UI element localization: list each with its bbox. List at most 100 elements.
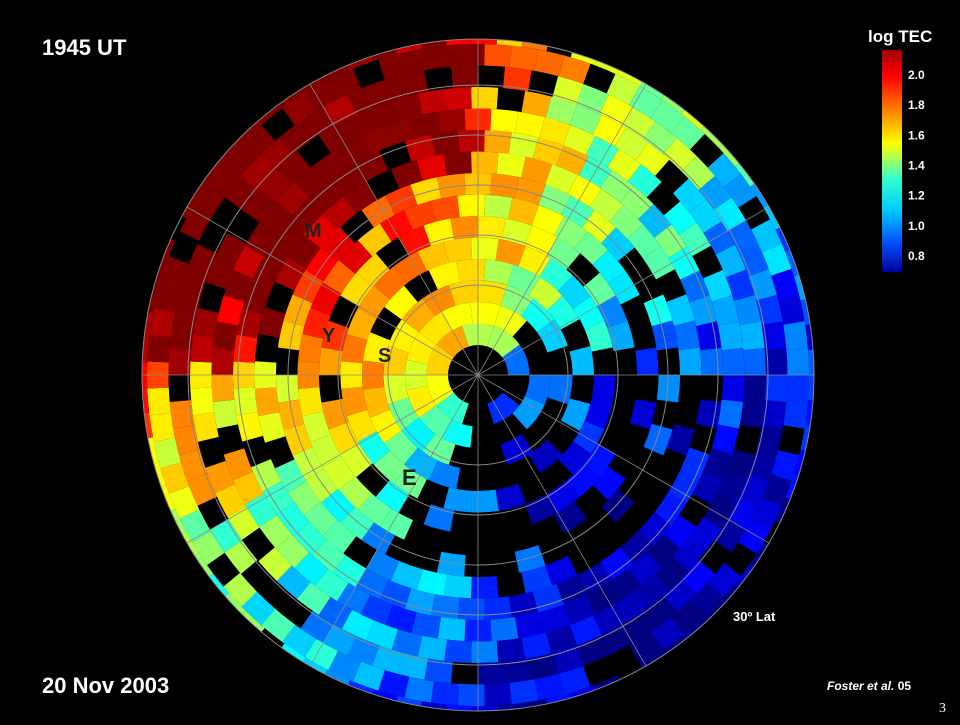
tec-cell bbox=[310, 282, 342, 316]
tec-cell bbox=[179, 509, 212, 543]
tec-cell bbox=[404, 447, 438, 480]
tec-cell bbox=[700, 348, 723, 375]
tec-cell bbox=[233, 471, 264, 505]
tec-cell bbox=[680, 447, 710, 480]
colorbar-tick-label: 1.0 bbox=[908, 219, 925, 233]
tec-cell bbox=[672, 537, 707, 572]
tec-cell bbox=[192, 308, 219, 338]
tec-cell bbox=[725, 269, 755, 302]
tec-cell bbox=[493, 305, 527, 337]
tec-cell bbox=[293, 521, 327, 556]
tec-cell bbox=[300, 610, 334, 644]
tec-cell bbox=[406, 332, 437, 365]
tec-cell bbox=[539, 258, 573, 291]
tec-cell bbox=[703, 269, 733, 302]
tec-cell bbox=[783, 400, 808, 429]
tec-cell bbox=[739, 321, 765, 351]
tec-cell bbox=[430, 681, 460, 706]
tec-cell bbox=[545, 96, 578, 125]
tec-cell bbox=[500, 285, 534, 316]
tec-cell bbox=[443, 151, 472, 176]
tec-cell bbox=[258, 412, 286, 443]
tec-cell bbox=[383, 375, 409, 405]
tec-cell bbox=[160, 256, 190, 288]
tec-cell bbox=[560, 398, 591, 431]
tec-cell bbox=[592, 249, 626, 284]
tec-cell bbox=[696, 399, 722, 429]
tec-cell bbox=[321, 227, 355, 262]
tec-cell bbox=[589, 188, 624, 222]
tec-cell bbox=[711, 295, 740, 326]
tec-cell bbox=[654, 492, 687, 526]
colorbar-tick-label: 1.4 bbox=[908, 159, 925, 173]
tec-cell bbox=[692, 471, 723, 505]
tec-cell bbox=[629, 86, 663, 119]
tec-cell bbox=[538, 184, 571, 215]
tec-cell bbox=[509, 45, 539, 71]
tec-cell bbox=[528, 439, 563, 473]
tec-cell bbox=[444, 639, 472, 663]
tec-cell bbox=[192, 531, 225, 566]
tec-cell bbox=[635, 347, 659, 375]
tec-cell bbox=[355, 150, 389, 182]
tec-cell bbox=[328, 651, 362, 682]
tec-cell bbox=[771, 450, 800, 482]
tec-cell bbox=[444, 87, 472, 111]
tec-cell bbox=[643, 121, 677, 155]
tec-cell bbox=[764, 375, 788, 402]
tec-cell bbox=[347, 84, 380, 114]
tec-cell bbox=[629, 399, 657, 430]
tec-cell bbox=[584, 398, 613, 430]
tec-cell bbox=[323, 94, 357, 126]
tec-cell bbox=[717, 321, 744, 351]
tec-cell bbox=[723, 173, 757, 208]
meridian bbox=[477, 206, 770, 376]
tec-cell bbox=[187, 473, 217, 506]
tec-cell bbox=[251, 258, 282, 291]
tec-cell bbox=[223, 572, 257, 607]
tec-cell bbox=[282, 92, 317, 126]
tec-cell bbox=[441, 419, 473, 448]
tec-cell bbox=[287, 234, 321, 269]
tec-cell bbox=[585, 582, 619, 615]
tec-cell bbox=[663, 201, 697, 236]
tec-cell bbox=[169, 400, 195, 429]
tec-cell bbox=[569, 615, 603, 646]
tec-cell bbox=[417, 635, 447, 662]
tec-cell bbox=[563, 594, 596, 625]
tec-cell bbox=[743, 348, 766, 375]
tec-cell bbox=[259, 514, 293, 549]
tec-cell bbox=[478, 661, 505, 685]
tec-cell bbox=[294, 552, 329, 586]
tec-cell bbox=[508, 132, 539, 159]
tec-cell bbox=[528, 277, 563, 311]
tec-cell bbox=[771, 268, 800, 300]
tec-cell bbox=[502, 344, 530, 375]
tec-cell bbox=[211, 375, 235, 402]
tec-cell bbox=[689, 517, 722, 551]
tec-cell bbox=[738, 520, 771, 554]
tec-cell bbox=[314, 568, 349, 602]
tec-cell bbox=[384, 285, 418, 320]
tec-cell bbox=[703, 448, 733, 481]
tec-cell bbox=[592, 115, 626, 147]
tec-cell bbox=[417, 241, 449, 271]
tec-cell bbox=[340, 272, 373, 307]
tec-cell bbox=[341, 333, 368, 364]
tec-cell bbox=[287, 481, 321, 516]
tec-cell bbox=[681, 560, 716, 594]
tec-cell bbox=[205, 257, 235, 290]
tec-cell bbox=[292, 446, 324, 480]
tec-cell bbox=[583, 272, 616, 307]
tec-cell bbox=[715, 472, 746, 506]
tec-cell bbox=[411, 612, 441, 639]
tec-cell bbox=[569, 104, 603, 135]
meridian bbox=[186, 374, 479, 544]
tec-cell bbox=[426, 375, 454, 406]
tec-cell bbox=[242, 282, 271, 315]
tec-cell bbox=[357, 223, 392, 257]
tec-cell bbox=[304, 638, 339, 671]
tec-cell bbox=[553, 501, 588, 534]
tec-cell bbox=[471, 576, 499, 599]
